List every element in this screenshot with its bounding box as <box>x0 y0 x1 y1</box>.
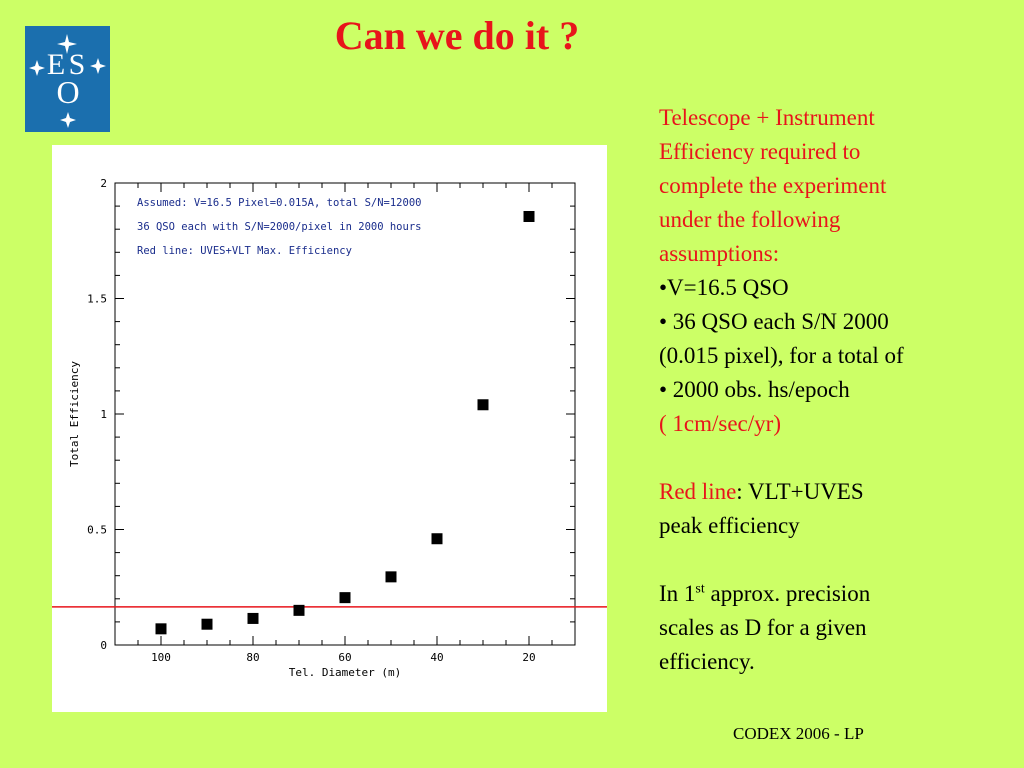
chart-panel: 100 80 60 40 20 0 0.5 1 1.5 2 Assumed: V=16.5 Pix… <box>52 145 607 712</box>
assumptions-text: Telescope + Instrument Efficiency requir… <box>659 101 989 679</box>
x-tick-label: 60 <box>338 651 351 664</box>
x-tick-label: 100 <box>151 651 171 664</box>
approx-a: In 1 <box>659 581 696 606</box>
text-line-1: Telescope + Instrument <box>659 105 875 130</box>
y-axis-label: Total Efficiency <box>68 361 81 467</box>
eso-logo-icon: E S O <box>25 26 110 132</box>
data-point <box>293 604 305 616</box>
approx-sup: st <box>695 581 705 597</box>
data-point <box>339 592 351 604</box>
bullet-hours: • 2000 obs. hs/epoch <box>659 377 850 402</box>
chart-annotation-redline: Red line: UVES+VLT Max. Efficiency <box>137 245 352 257</box>
data-point <box>201 618 213 630</box>
redline-desc: : VLT+UVES <box>736 479 864 504</box>
data-point <box>431 533 443 545</box>
slide-footer: CODEX 2006 - LP <box>733 724 864 743</box>
bullet-hours-cont: ( 1cm/sec/yr) <box>659 411 781 436</box>
approx-note: In 1st approx. precision <box>659 577 989 611</box>
x-tick-label: 20 <box>522 651 535 664</box>
logo-letter-o: O <box>56 74 79 110</box>
text-line-3: complete the experiment <box>659 173 887 198</box>
data-point <box>385 571 397 583</box>
data-point <box>247 612 259 624</box>
logo-letter-s: S <box>69 48 86 81</box>
bullet-qso: • 36 QSO each S/N 2000 <box>659 309 889 334</box>
text-line-5: assumptions: <box>659 241 780 266</box>
redline-note: Red line: VLT+UVES <box>659 475 989 509</box>
text-line-4: under the following <box>659 207 841 232</box>
data-point <box>155 623 167 635</box>
data-point <box>477 399 489 411</box>
x-tick-label: 80 <box>246 651 259 664</box>
chart-annotation-qso: 36 QSO each with S/N=2000/pixel in 2000 … <box>137 221 421 233</box>
redline-desc-2: peak efficiency <box>659 513 800 538</box>
slide-title: Can we do it ? <box>334 13 580 58</box>
x-axis-label: Tel. Diameter (m) <box>289 666 402 679</box>
bullet-magnitude: •V=16.5 QSO <box>659 275 789 300</box>
data-point <box>523 210 535 222</box>
efficiency-chart: 100 80 60 40 20 0 0.5 1 1.5 2 Assumed: V=16.5 Pix… <box>52 177 607 679</box>
chart-annotation-assumed: Assumed: V=16.5 Pixel=0.015A, total S/N=… <box>137 197 421 209</box>
logo-letter-e: E <box>47 48 65 81</box>
bullet-qso-cont: (0.015 pixel), for a total of <box>659 343 904 368</box>
approx-d: efficiency. <box>659 649 755 674</box>
y-tick-label: 1.5 <box>87 293 107 306</box>
redline-label: Red line <box>659 479 737 504</box>
approx-c: scales as D for a given <box>659 615 867 640</box>
y-tick-label: 2 <box>100 177 107 190</box>
logo-stars <box>29 34 106 128</box>
y-tick-label: 0.5 <box>87 524 107 537</box>
text-line-2: Efficiency required to <box>659 139 861 164</box>
y-tick-label: 0 <box>100 639 107 652</box>
approx-b: approx. precision <box>704 581 871 606</box>
x-tick-label: 40 <box>430 651 443 664</box>
y-tick-label: 1 <box>100 408 107 421</box>
